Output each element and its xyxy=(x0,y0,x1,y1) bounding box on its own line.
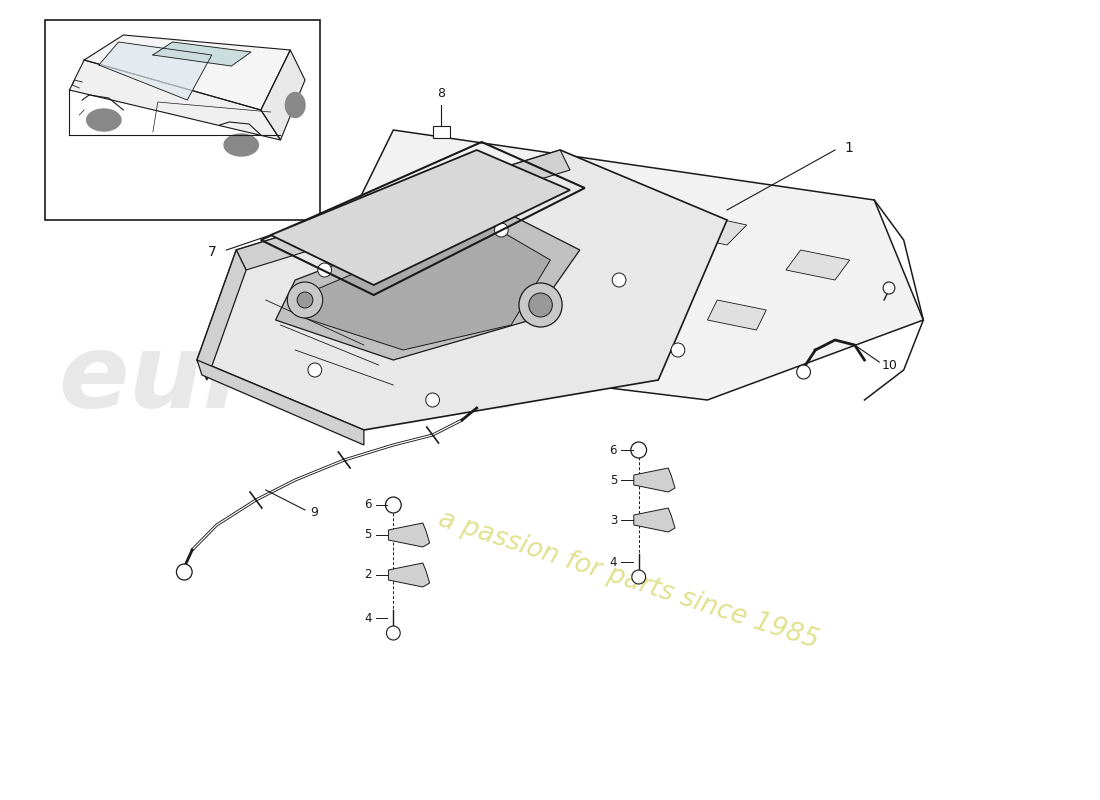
Circle shape xyxy=(671,343,685,357)
Polygon shape xyxy=(388,523,430,547)
Text: europes: europes xyxy=(58,330,532,430)
Circle shape xyxy=(176,564,192,580)
Polygon shape xyxy=(197,250,246,380)
Polygon shape xyxy=(261,50,305,140)
Polygon shape xyxy=(334,130,923,400)
Text: a passion for parts since 1985: a passion for parts since 1985 xyxy=(436,506,823,654)
Bar xyxy=(432,126,450,138)
Text: 3: 3 xyxy=(609,514,617,526)
Text: 7: 7 xyxy=(208,245,217,259)
Circle shape xyxy=(385,497,402,513)
Circle shape xyxy=(386,626,400,640)
Polygon shape xyxy=(634,508,675,532)
Circle shape xyxy=(883,282,895,294)
Circle shape xyxy=(631,442,647,458)
Polygon shape xyxy=(785,250,849,280)
Polygon shape xyxy=(388,563,430,587)
Polygon shape xyxy=(512,175,600,215)
Text: 8: 8 xyxy=(438,87,446,100)
Polygon shape xyxy=(236,150,570,270)
Circle shape xyxy=(613,273,626,287)
Polygon shape xyxy=(271,150,570,285)
Circle shape xyxy=(297,292,312,308)
Text: 4: 4 xyxy=(609,555,617,569)
Text: 6: 6 xyxy=(364,498,372,511)
Polygon shape xyxy=(197,360,364,445)
Circle shape xyxy=(529,293,552,317)
Circle shape xyxy=(308,363,321,377)
Text: 1: 1 xyxy=(845,141,854,155)
Polygon shape xyxy=(634,468,675,492)
Circle shape xyxy=(494,223,508,237)
Ellipse shape xyxy=(224,134,258,156)
Ellipse shape xyxy=(285,93,305,118)
Text: 6: 6 xyxy=(609,443,617,457)
Polygon shape xyxy=(99,42,212,100)
Circle shape xyxy=(426,393,440,407)
Bar xyxy=(45,20,320,220)
Polygon shape xyxy=(590,270,658,300)
Circle shape xyxy=(631,570,646,584)
Text: 4: 4 xyxy=(364,611,372,625)
Ellipse shape xyxy=(87,109,121,131)
Text: 5: 5 xyxy=(609,474,617,486)
Text: 10: 10 xyxy=(882,358,898,371)
Polygon shape xyxy=(276,205,580,360)
Circle shape xyxy=(318,263,331,277)
Polygon shape xyxy=(85,35,290,110)
Polygon shape xyxy=(658,210,747,245)
Polygon shape xyxy=(295,220,550,350)
Polygon shape xyxy=(707,300,767,330)
Polygon shape xyxy=(69,60,280,140)
Circle shape xyxy=(287,282,322,318)
Text: 2: 2 xyxy=(364,569,372,582)
Polygon shape xyxy=(153,42,251,66)
Circle shape xyxy=(519,283,562,327)
Polygon shape xyxy=(197,150,727,430)
Text: 9: 9 xyxy=(310,506,318,518)
Circle shape xyxy=(796,365,811,379)
Text: 5: 5 xyxy=(364,529,372,542)
